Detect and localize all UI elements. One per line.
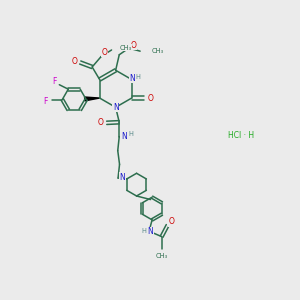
Text: CH₃: CH₃ [156,253,168,259]
Text: O: O [168,217,174,226]
Text: O: O [101,48,107,57]
Text: N: N [148,227,154,236]
Text: CH₃: CH₃ [120,45,132,51]
Text: N: N [119,173,125,182]
Polygon shape [85,97,100,101]
Text: H: H [128,131,133,137]
Text: F: F [44,98,48,106]
Text: O: O [147,94,153,103]
Text: N: N [122,132,128,141]
Text: H: H [136,74,141,80]
Text: HCl · H: HCl · H [228,130,254,140]
Text: CH₃: CH₃ [152,48,164,54]
Text: N: N [130,74,136,82]
Text: O: O [130,41,136,50]
Text: N: N [113,103,118,112]
Text: H: H [141,228,146,234]
Text: F: F [52,77,56,86]
Text: O: O [98,118,104,127]
Text: O: O [71,56,77,65]
